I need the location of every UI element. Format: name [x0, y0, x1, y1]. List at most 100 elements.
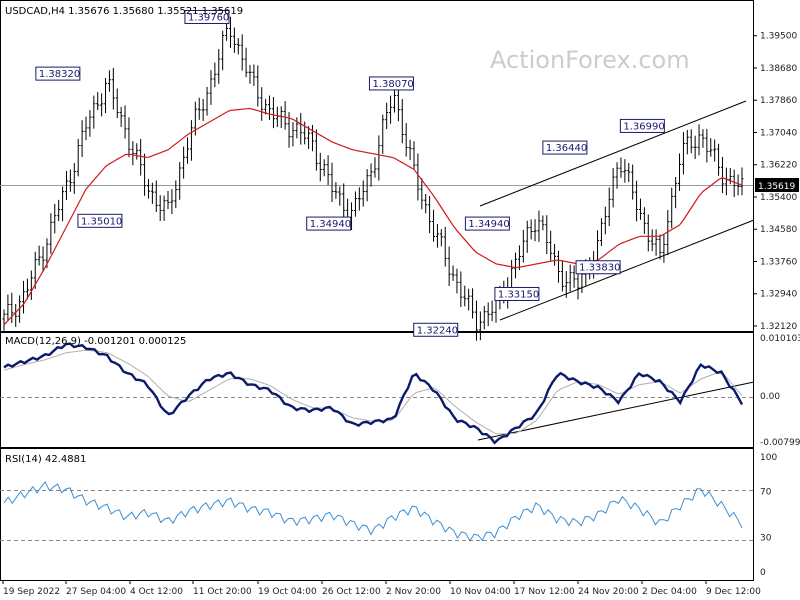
ohlc-bar	[650, 229, 654, 252]
ohlc-bar	[521, 229, 525, 263]
ohlc-bar	[599, 218, 603, 246]
ohlc-bar	[740, 167, 744, 196]
ohlc-bar	[420, 178, 424, 210]
ohlc-bar	[701, 129, 705, 148]
ohlc-bar	[221, 30, 225, 71]
ohlc-bar	[318, 152, 322, 182]
ohlc-bar	[361, 180, 365, 207]
ohlc-bar	[490, 300, 494, 322]
x-tick-label: 4 Oct 12:00	[130, 587, 183, 597]
x-tick-label: 26 Oct 12:00	[322, 587, 381, 597]
x-tick-label: 17 Nov 12:00	[514, 587, 575, 597]
price-tick-label: 1.39500	[760, 32, 797, 42]
macd-y-axis: 0.010103 0.00 -0.007998	[760, 334, 800, 448]
ohlc-bar	[2, 309, 6, 331]
ohlc-bar	[123, 105, 127, 139]
macd-header: MACD(12,26,9) -0.001201 0.000125	[5, 336, 186, 347]
price-annotation: 1.34940	[464, 216, 510, 231]
price-annotation: 1.32240	[413, 322, 459, 337]
macd-tick-label: -0.007998	[760, 438, 800, 448]
ohlc-bar	[57, 199, 61, 222]
ohlc-bar	[545, 215, 549, 255]
ohlc-bar	[568, 264, 572, 292]
channel-upper-line	[479, 100, 747, 207]
ohlc-bar	[88, 110, 92, 137]
ohlc-bar	[228, 16, 232, 48]
ohlc-bar	[310, 124, 314, 152]
ohlc-bar	[451, 265, 455, 281]
price-panel-frame	[0, 0, 754, 332]
ohlc-bar	[29, 270, 33, 300]
x-tick-label: 11 Oct 20:00	[193, 587, 252, 597]
ohlc-bar	[396, 89, 400, 122]
annotation-label: 1.33830	[579, 263, 620, 274]
last-price-badge	[755, 178, 799, 192]
ohlc-bar	[209, 70, 213, 105]
ohlc-bar	[330, 162, 334, 202]
ohlc-bar	[732, 169, 736, 198]
ohlc-bar	[6, 294, 10, 322]
ohlc-bar	[724, 167, 728, 196]
ohlc-bar	[76, 138, 80, 177]
ohlc-bar	[84, 116, 88, 141]
price-tick-label: 1.37040	[760, 128, 797, 138]
ohlc-bar	[291, 122, 295, 147]
price-annotation: 1.36990	[619, 118, 665, 133]
ohlc-bar	[314, 129, 318, 171]
ohlc-bar	[115, 88, 119, 119]
ohlc-bar	[631, 164, 635, 200]
ohlc-bar	[713, 139, 717, 162]
ohlc-bar	[53, 203, 57, 234]
x-tick-label: 9 Dec 12:00	[706, 587, 761, 597]
ohlc-bar	[689, 129, 693, 154]
macd-trendline	[477, 381, 755, 441]
ohlc-bar	[22, 280, 26, 314]
ohlc-bar	[96, 92, 100, 111]
ohlc-bar	[119, 106, 123, 127]
price-tick-label: 1.32120	[760, 322, 797, 332]
ohlc-bar	[154, 180, 158, 212]
ohlc-bar	[111, 67, 115, 110]
ohlc-bar	[100, 93, 104, 117]
ohlc-bar	[256, 65, 260, 107]
ohlc-bar	[377, 135, 381, 181]
ohlc-bar	[143, 153, 147, 196]
ohlc-bar	[107, 70, 111, 92]
ohlc-bar	[720, 156, 724, 194]
channel-lower-line	[499, 219, 755, 321]
ohlc-bar	[205, 86, 209, 116]
ohlc-bar	[615, 162, 619, 189]
x-tick-label: 10 Nov 04:00	[450, 587, 511, 597]
price-annotation: 1.33830	[575, 260, 621, 275]
ohlc-bar	[564, 271, 568, 298]
price-tick-label: 1.35400	[760, 193, 797, 203]
price-tick-label: 1.36220	[760, 161, 797, 171]
ohlc-bar	[342, 183, 346, 218]
ohlc-bar	[72, 162, 76, 194]
ohlc-bar	[709, 138, 713, 157]
x-axis: 19 Sep 2022 27 Sep 04:00 4 Oct 12:00 11 Oct…	[2, 580, 761, 597]
ohlc-bar	[463, 285, 467, 307]
ohlc-bar	[131, 141, 135, 166]
ohlc-bar	[670, 187, 674, 229]
ohlc-bar	[217, 49, 221, 84]
rsi-y-axis: 100 70 30 0	[760, 453, 777, 578]
ohlc-bar	[92, 95, 96, 129]
ohlc-bar	[439, 229, 443, 247]
ohlc-bar	[607, 187, 611, 227]
ohlc-bar	[678, 153, 682, 191]
ohlc-bar	[514, 252, 518, 279]
ohlc-bar	[139, 139, 143, 176]
ohlc-bar	[236, 37, 240, 55]
ohlc-bar	[178, 162, 182, 200]
ohlc-bar	[295, 117, 299, 139]
rsi-header: RSI(14) 42.4881	[5, 454, 86, 465]
ohlc-bar	[467, 288, 471, 311]
ohlc-bar	[127, 117, 131, 158]
ohlc-bar	[443, 226, 447, 267]
ohlc-bar	[381, 114, 385, 154]
ohlc-bar	[541, 215, 545, 231]
price-y-axis: 1.39500 1.38680 1.37860 1.37040 1.36220 1.354…	[753, 32, 797, 332]
ohlc-bar	[447, 246, 451, 286]
ohlc-bar	[435, 223, 439, 248]
